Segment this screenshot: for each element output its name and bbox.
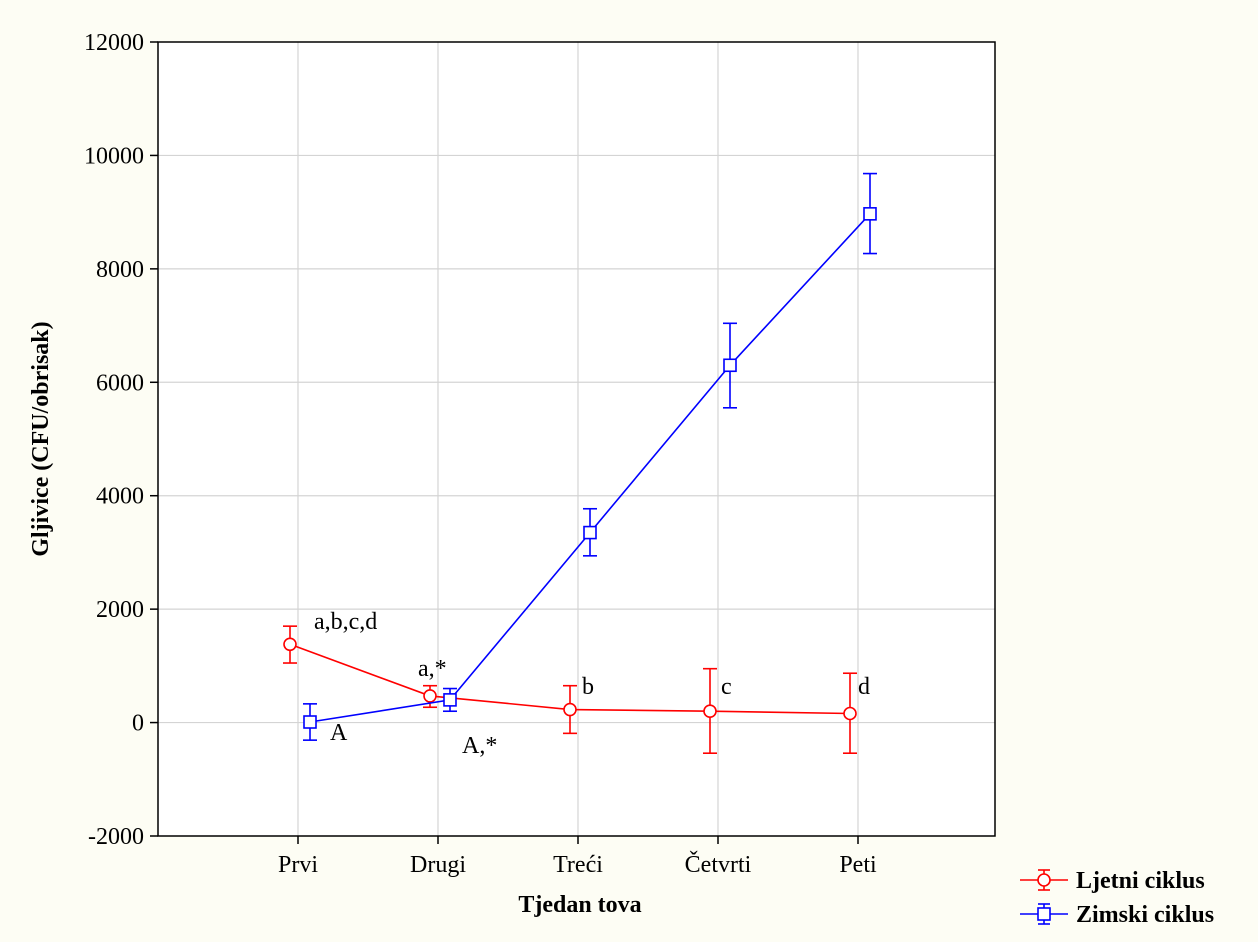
data-annotation: A — [330, 720, 348, 746]
data-point — [283, 637, 297, 652]
annotations: a,b,c,d a,* b c d A A,* — [314, 609, 870, 759]
data-point — [583, 525, 597, 540]
x-tick-label: Peti — [839, 852, 877, 878]
y-tick-label: 8000 — [96, 257, 144, 283]
legend-marker — [1037, 873, 1051, 887]
y-tick-label: 4000 — [96, 484, 144, 510]
y-tick-label: 0 — [132, 711, 144, 737]
data-annotation: d — [858, 674, 870, 700]
y-axis-title: Gljivice (CFU/obrisak) — [28, 321, 54, 556]
data-point — [443, 693, 457, 707]
data-point — [563, 702, 577, 717]
series-layer — [283, 172, 877, 754]
data-point — [863, 207, 877, 221]
y-tick-label: -2000 — [88, 824, 144, 850]
x-tick-label: Treći — [553, 852, 603, 878]
x-axis: Prvi Drugi Treći Četvrti Peti — [278, 836, 877, 878]
y-tick-label: 10000 — [84, 143, 144, 169]
data-annotation: c — [721, 674, 732, 700]
legend-label: Zimski ciklus — [1076, 902, 1214, 928]
legend-marker — [1037, 907, 1051, 921]
grid-lines — [158, 42, 995, 836]
y-tick-label: 6000 — [96, 370, 144, 396]
data-point — [703, 704, 717, 719]
x-tick-label: Četvrti — [685, 851, 752, 878]
y-tick-label: 12000 — [84, 30, 144, 56]
data-point — [303, 715, 317, 729]
data-point — [843, 706, 857, 721]
x-tick-label: Prvi — [278, 852, 318, 878]
data-point — [423, 689, 437, 703]
plot-area — [158, 42, 995, 836]
x-tick-label: Drugi — [410, 852, 466, 878]
y-tick-label: 2000 — [96, 597, 144, 623]
data-point — [723, 358, 737, 373]
legend-label: Ljetni ciklus — [1076, 868, 1205, 894]
data-annotation: b — [582, 674, 594, 700]
data-annotation: a,* — [418, 656, 447, 682]
legend: Ljetni ciklus Zimski ciklus — [1020, 868, 1214, 928]
data-annotation: A,* — [462, 733, 497, 759]
data-annotation: a,b,c,d — [314, 609, 377, 635]
x-axis-title: Tjedan tova — [518, 892, 641, 918]
plot-frame — [157, 41, 996, 837]
y-axis: -2000 0 2000 4000 6000 8000 10000 12000 — [84, 30, 158, 850]
